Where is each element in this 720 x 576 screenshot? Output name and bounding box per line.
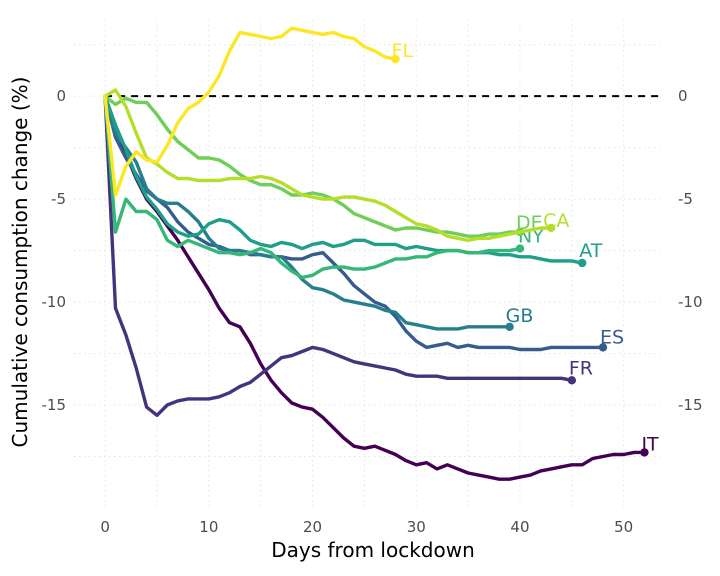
series-line-fr <box>103 94 574 417</box>
x-axis-title: Days from lockdown <box>271 538 475 562</box>
series-line-at <box>103 94 584 265</box>
series-line-ny <box>103 94 522 280</box>
x-tick-label: 40 <box>510 518 529 536</box>
x-tick-label: 30 <box>407 518 426 536</box>
series-line-es <box>103 94 605 352</box>
series-line-ca <box>103 88 553 243</box>
series-line-de <box>103 94 522 238</box>
y-tick-label-left: -15 <box>42 396 67 414</box>
grid-layer <box>74 20 660 508</box>
series-end-point-es <box>598 343 608 352</box>
series-end-point-it <box>640 448 649 457</box>
series-end-point-at <box>578 258 587 268</box>
series-end-point-ny <box>515 244 525 253</box>
y-axis-title: Cumulative consumption change (%) <box>8 77 32 448</box>
series-label-it: IT <box>641 433 659 455</box>
y-tick-label-left: 0 <box>56 87 66 105</box>
x-tick-label: 50 <box>614 518 633 536</box>
series-line-fl <box>103 26 398 197</box>
series-label-fl: FL <box>392 40 414 62</box>
y-tick-label-right: -15 <box>678 396 703 414</box>
y-tick-label-right: -5 <box>678 190 693 208</box>
axis-layer: Days from lockdown Cumulative consumptio… <box>8 77 703 562</box>
y-tick-label-right: 0 <box>678 87 688 105</box>
x-tick-label: 20 <box>303 518 322 536</box>
x-tick-label: 0 <box>100 518 110 536</box>
series-end-point-ca <box>546 223 556 233</box>
series-label-gb: GB <box>506 305 534 327</box>
y-tick-label-left: -10 <box>42 293 67 311</box>
y-tick-label-left: -5 <box>51 190 66 208</box>
series-end-point-fr <box>567 376 577 385</box>
series-line-it <box>103 94 647 481</box>
y-tick-label-right: -10 <box>678 293 703 311</box>
series-end-point-fl <box>391 54 400 64</box>
series-label-es: ES <box>600 326 624 348</box>
series-label-at: AT <box>579 240 603 262</box>
series-label-ca: CA <box>543 210 569 232</box>
series-line-gb <box>103 94 512 331</box>
series-end-point-gb <box>505 322 514 332</box>
x-tick-label: 10 <box>199 518 218 536</box>
series-label-fr: FR <box>569 357 593 379</box>
